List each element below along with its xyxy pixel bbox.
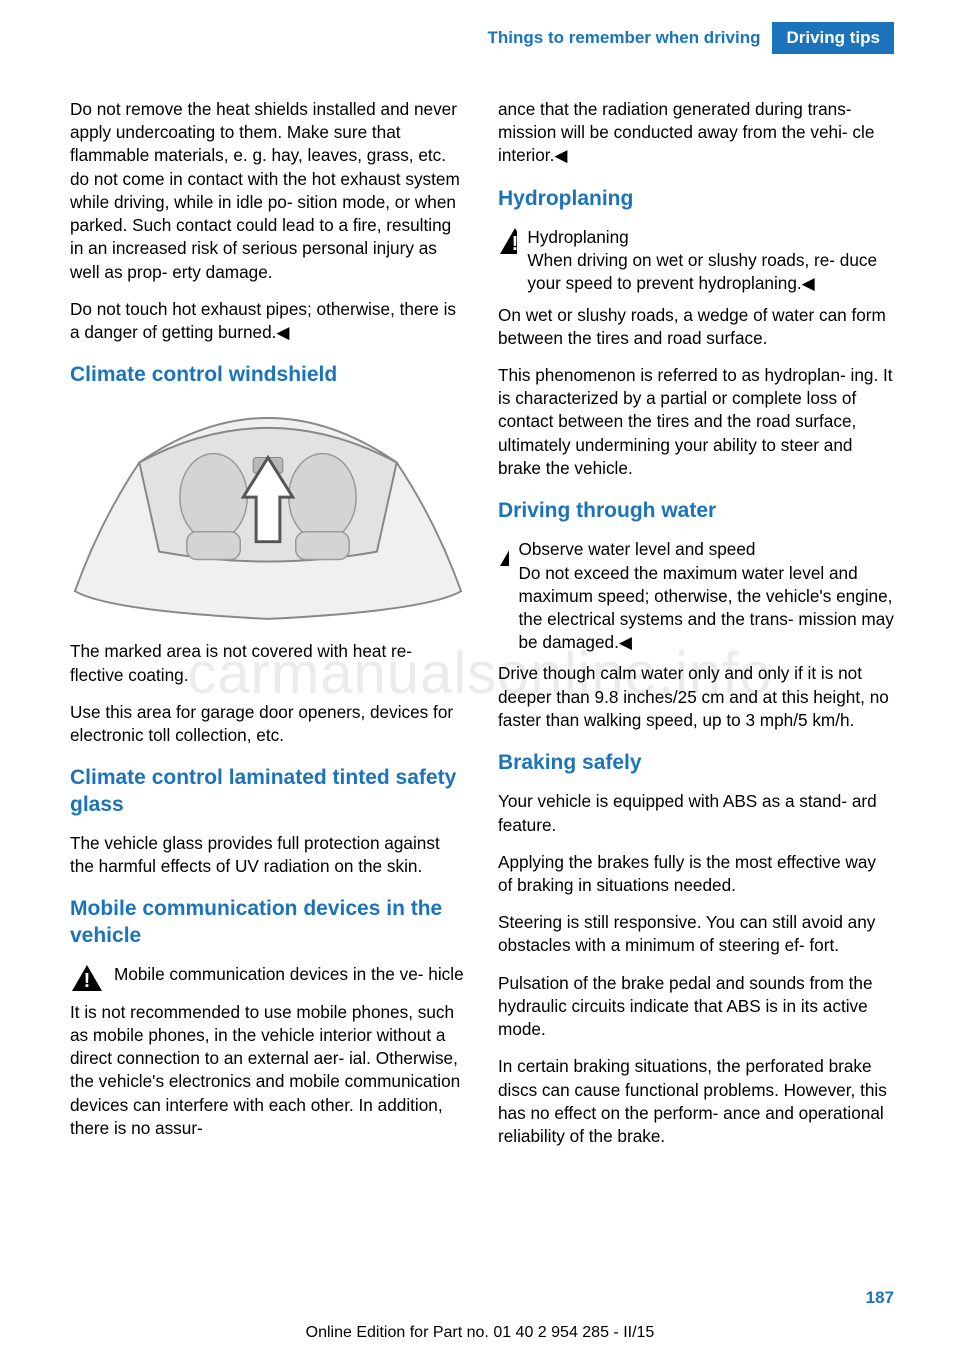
paragraph: In certain braking situations, the perfo…	[498, 1055, 894, 1148]
paragraph: It is not recommended to use mobile phon…	[70, 1001, 466, 1140]
windshield-figure	[70, 402, 466, 622]
paragraph: ance that the radiation generated during…	[498, 98, 894, 168]
heading-laminated-glass: Climate control laminated tinted safety …	[70, 765, 466, 818]
warning-hydroplaning: ! Hydroplaning When driving on wet or sl…	[498, 226, 894, 296]
paragraph: This phenomenon is referred to as hydrop…	[498, 364, 894, 480]
warning-body: When driving on wet or slushy roads, re‐…	[527, 249, 894, 295]
footer: Online Edition for Part no. 01 40 2 954 …	[0, 1324, 960, 1342]
warning-body: Do not exceed the maximum water level an…	[519, 562, 895, 655]
manual-page: Things to remember when driving Driving …	[0, 0, 960, 1362]
warning-title: Hydroplaning	[527, 226, 894, 249]
paragraph: The vehicle glass provides full protecti…	[70, 832, 466, 878]
breadcrumb: Things to remember when driving	[488, 28, 773, 48]
heading-braking-safely: Braking safely	[498, 750, 894, 776]
warning-icon: !	[498, 538, 509, 568]
warning-water: ! Observe water level and speed Do not e…	[498, 538, 894, 654]
left-column: Do not remove the heat shields installed…	[70, 98, 466, 1162]
paragraph: The marked area is not covered with heat…	[70, 640, 466, 686]
paragraph: Steering is still responsive. You can st…	[498, 911, 894, 957]
heading-climate-windshield: Climate control windshield	[70, 362, 466, 388]
warning-title: Observe water level and speed	[519, 538, 895, 561]
paragraph: Pulsation of the brake pedal and sounds …	[498, 972, 894, 1042]
warning-text-block: Observe water level and speed Do not exc…	[519, 538, 895, 654]
paragraph: Do not touch hot exhaust pipes; otherwis…	[70, 298, 466, 344]
paragraph: Your vehicle is equipped with ABS as a s…	[498, 790, 894, 836]
paragraph: On wet or slushy roads, a wedge of water…	[498, 304, 894, 350]
heading-driving-through-water: Driving through water	[498, 498, 894, 524]
svg-text:!: !	[512, 233, 518, 255]
heading-hydroplaning: Hydroplaning	[498, 186, 894, 212]
warning-mobile: ! Mobile communication devices in the ve…	[70, 963, 466, 993]
paragraph: Do not remove the heat shields installed…	[70, 98, 466, 284]
paragraph: Applying the brakes fully is the most ef…	[498, 851, 894, 897]
page-number: 187	[866, 1288, 894, 1308]
svg-text:!: !	[84, 970, 91, 992]
heading-mobile-devices: Mobile communication devices in the vehi…	[70, 896, 466, 949]
warning-icon: !	[70, 963, 104, 993]
windshield-svg	[70, 402, 466, 622]
section-tab: Driving tips	[772, 22, 894, 54]
paragraph: Use this area for garage door openers, d…	[70, 701, 466, 747]
content-columns: Do not remove the heat shields installed…	[70, 98, 894, 1162]
warning-text: Mobile communication devices in the ve‐ …	[114, 963, 464, 986]
warning-icon: !	[498, 226, 517, 256]
paragraph: Drive though calm water only and only if…	[498, 662, 894, 732]
right-column: ance that the radiation generated during…	[498, 98, 894, 1162]
page-header: Things to remember when driving Driving …	[488, 22, 895, 54]
warning-text-block: Hydroplaning When driving on wet or slus…	[527, 226, 894, 296]
